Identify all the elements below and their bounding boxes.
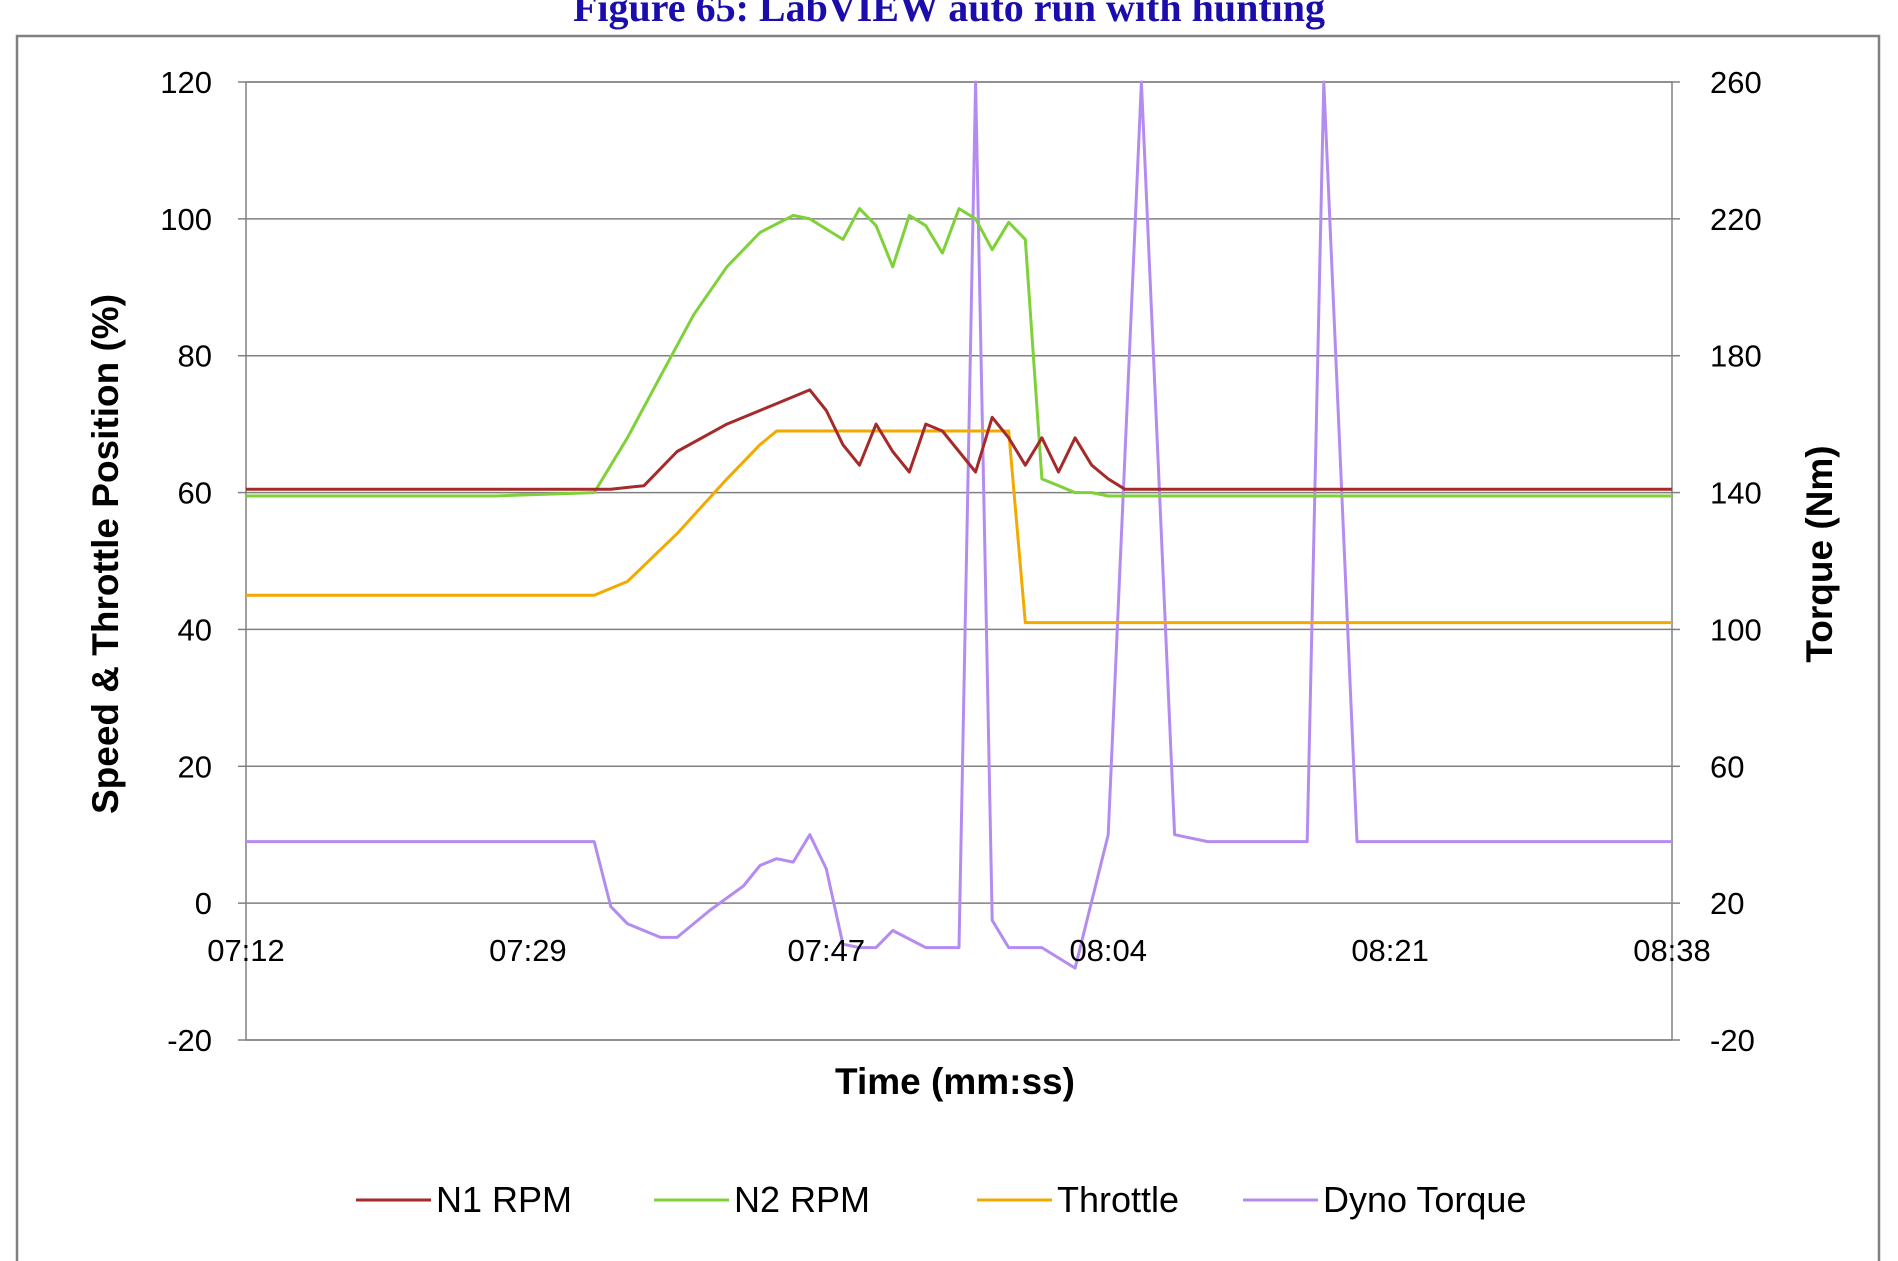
tick-labels: -20 0 20 40 60 80 100 120 -20 20 60 100 140 180 220 260… <box>160 65 1761 1058</box>
legend-label: Dyno Torque <box>1323 1179 1526 1220</box>
y-tick-label: 60 <box>178 476 212 511</box>
x-axis-title: Time (mm:ss) <box>835 1061 1075 1102</box>
y2-tick-label: 100 <box>1710 612 1762 647</box>
y2-tick-label: 20 <box>1710 886 1744 921</box>
y-tick-label: -20 <box>167 1023 212 1058</box>
plot-area-border <box>245 81 1673 1041</box>
x-tick-label: 08:04 <box>1069 933 1147 968</box>
y2-axis-title: Torque (Nm) <box>1799 445 1840 662</box>
series-line-dyno-torque <box>246 80 1672 970</box>
y-axis-title: Speed & Throttle Position (%) <box>85 294 126 814</box>
y-tick-label: 120 <box>160 65 212 100</box>
figure-title: Figure 65: LabVIEW auto run with hunting <box>572 0 1326 30</box>
series-line-throttle <box>246 429 1672 625</box>
x-tick-label: 08:21 <box>1351 933 1429 968</box>
y2-tick-label: 220 <box>1710 202 1762 237</box>
x-tick-label: 08:38 <box>1633 933 1711 968</box>
y2-tick-label: 140 <box>1710 476 1762 511</box>
series-line-n1-rpm <box>246 388 1672 491</box>
y-tick-label: 20 <box>178 749 212 784</box>
x-tick-label: 07:29 <box>489 933 567 968</box>
y2-tick-label: -20 <box>1710 1023 1755 1058</box>
y-tick-label: 0 <box>195 886 212 921</box>
y2-tick-label: 60 <box>1710 749 1744 784</box>
legend-label: N1 RPM <box>436 1179 572 1220</box>
y-tick-label: 40 <box>178 612 212 647</box>
x-tick-label: 07:47 <box>788 933 866 968</box>
legend-label: N2 RPM <box>734 1179 870 1220</box>
y2-tick-label: 260 <box>1710 65 1762 100</box>
series-line-n2-rpm <box>246 207 1672 498</box>
legend-label: Throttle <box>1057 1179 1179 1220</box>
legend: N1 RPM N2 RPM Throttle Dyno Torque <box>356 1179 1526 1220</box>
x-tick-label: 07:12 <box>207 933 285 968</box>
series-layer <box>246 80 1672 970</box>
y-tick-label: 100 <box>160 202 212 237</box>
y-tick-label: 80 <box>178 339 212 374</box>
y2-tick-label: 180 <box>1710 339 1762 374</box>
